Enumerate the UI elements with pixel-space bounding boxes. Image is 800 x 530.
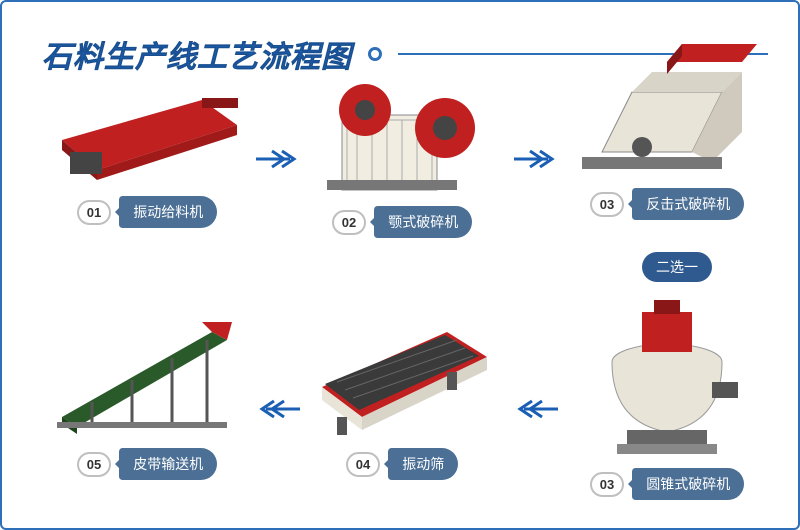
stage-label-row: 05 皮带输送机	[77, 448, 217, 480]
stage-label: 圆锥式破碎机	[632, 468, 744, 500]
stage-number: 04	[346, 452, 380, 477]
flow-arrow-icon	[512, 397, 560, 421]
stage-label: 颚式破碎机	[374, 206, 472, 238]
stage-label-row: 02 颚式破碎机	[332, 206, 472, 238]
stage-label: 皮带输送机	[119, 448, 217, 480]
stage-label-row: 03 圆锥式破碎机	[590, 468, 744, 500]
stage-label: 振动筛	[388, 448, 458, 480]
flow-arrow-icon	[512, 147, 560, 171]
flow-arrow-icon	[254, 397, 302, 421]
title-dot-icon	[368, 47, 382, 61]
page-title: 石料生产线工艺流程图	[42, 32, 352, 76]
stage-number: 03	[590, 192, 624, 217]
stage-number: 03	[590, 472, 624, 497]
choice-badge: 二选一	[642, 252, 712, 282]
jaw-crusher-illustration	[317, 80, 487, 200]
stage-label-row: 01 振动给料机	[77, 196, 217, 228]
stage-cone-crusher: 03 圆锥式破碎机	[562, 292, 772, 500]
stage-number: 02	[332, 210, 366, 235]
stage-label: 反击式破碎机	[632, 188, 744, 220]
stage-label-row: 04 振动筛	[346, 448, 458, 480]
feeder-illustration	[52, 80, 242, 190]
cone-crusher-illustration	[582, 292, 752, 462]
stage-label: 振动给料机	[119, 196, 217, 228]
stage-label-row: 03 反击式破碎机	[590, 188, 744, 220]
flow-arrow-icon	[254, 147, 302, 171]
vibrating-screen-illustration	[307, 302, 497, 442]
stage-impact-crusher: 03 反击式破碎机	[562, 32, 772, 220]
stage-number: 01	[77, 200, 111, 225]
stage-vibrating-screen: 04 振动筛	[302, 302, 502, 480]
stage-belt-conveyor: 05 皮带输送机	[47, 302, 247, 480]
stage-feeder: 01 振动给料机	[47, 80, 247, 228]
stage-jaw-crusher: 02 颚式破碎机	[302, 80, 502, 238]
belt-conveyor-illustration	[52, 302, 242, 442]
impact-crusher-illustration	[572, 32, 762, 182]
stage-number: 05	[77, 452, 111, 477]
